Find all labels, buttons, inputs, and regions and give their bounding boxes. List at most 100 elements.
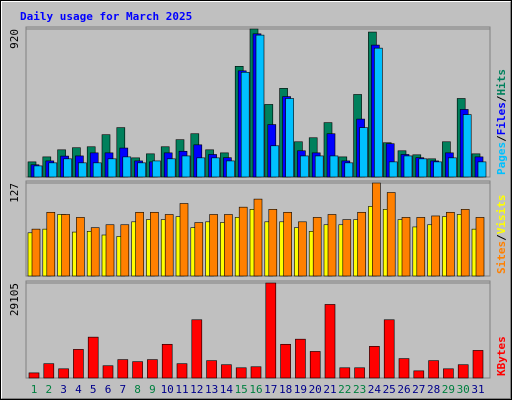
bar bbox=[285, 98, 294, 178]
bar bbox=[383, 319, 395, 379]
bar bbox=[73, 349, 84, 379]
bar bbox=[132, 361, 143, 379]
x-tick-label: 21 bbox=[323, 383, 336, 396]
bar bbox=[475, 217, 485, 277]
bar bbox=[472, 350, 484, 379]
bar bbox=[78, 162, 87, 178]
legend: KBytes bbox=[495, 336, 508, 376]
bar bbox=[43, 363, 55, 379]
bar bbox=[122, 156, 132, 178]
bar bbox=[446, 211, 455, 277]
bar bbox=[329, 155, 339, 178]
legend-entry: Sites bbox=[495, 241, 508, 274]
x-tick-label: 4 bbox=[75, 383, 82, 396]
bar bbox=[265, 282, 277, 379]
x-tick-label: 30 bbox=[457, 383, 470, 396]
bar bbox=[46, 211, 56, 277]
x-tick-label: 10 bbox=[161, 383, 174, 396]
bar bbox=[135, 211, 144, 277]
bar bbox=[166, 158, 176, 178]
bar bbox=[433, 161, 442, 178]
bar bbox=[418, 158, 428, 178]
bar bbox=[224, 214, 233, 277]
bar bbox=[270, 145, 280, 178]
bar bbox=[33, 165, 43, 178]
x-tick-label: 14 bbox=[220, 383, 234, 396]
x-tick-label: 27 bbox=[412, 383, 425, 396]
bar bbox=[181, 155, 191, 178]
bar bbox=[309, 351, 321, 379]
bar bbox=[176, 363, 188, 379]
bar bbox=[448, 157, 457, 178]
legend: Sites/Visits bbox=[495, 195, 508, 275]
bar bbox=[179, 203, 189, 277]
bar bbox=[120, 224, 130, 277]
bar bbox=[359, 127, 368, 178]
legend-separator: / bbox=[495, 95, 508, 102]
x-tick-label: 17 bbox=[264, 383, 277, 396]
x-tick-label: 31 bbox=[471, 383, 484, 396]
bar bbox=[298, 221, 307, 277]
x-tick-label: 3 bbox=[60, 383, 67, 396]
bar bbox=[339, 367, 351, 379]
x-tick-label: 19 bbox=[294, 383, 307, 396]
x-tick-label: 29 bbox=[442, 383, 455, 396]
bar bbox=[431, 215, 440, 277]
bar bbox=[58, 368, 69, 379]
bar bbox=[105, 224, 115, 277]
bar bbox=[462, 114, 472, 178]
x-tick-label: 13 bbox=[205, 383, 218, 396]
x-tick-label: 26 bbox=[397, 383, 410, 396]
bar bbox=[268, 209, 278, 277]
bar bbox=[92, 162, 102, 178]
legend: Pages/Files/Hits bbox=[495, 69, 508, 175]
x-tick-label: 5 bbox=[90, 383, 97, 396]
bar bbox=[76, 217, 85, 277]
bar bbox=[194, 222, 204, 277]
legend-separator: / bbox=[495, 234, 508, 241]
bar bbox=[388, 161, 398, 178]
bar bbox=[48, 162, 58, 178]
bar bbox=[211, 157, 220, 178]
bar bbox=[280, 343, 291, 379]
bar bbox=[90, 227, 100, 277]
x-tick-label: 15 bbox=[235, 383, 248, 396]
bar bbox=[63, 158, 72, 178]
bar bbox=[102, 365, 114, 379]
bar bbox=[235, 367, 247, 379]
bar bbox=[401, 217, 411, 277]
x-tick-label: 24 bbox=[368, 383, 382, 396]
bar bbox=[416, 217, 426, 277]
x-tick-label: 20 bbox=[309, 383, 322, 396]
bar bbox=[457, 364, 469, 379]
bar bbox=[283, 211, 292, 277]
bar bbox=[61, 214, 70, 277]
bar bbox=[240, 71, 250, 178]
x-tick-label: 16 bbox=[249, 383, 262, 396]
x-tick-label: 22 bbox=[338, 383, 351, 396]
bar bbox=[152, 160, 161, 178]
bar bbox=[413, 370, 425, 379]
legend-separator: / bbox=[495, 135, 508, 142]
plot-area bbox=[25, 280, 491, 379]
x-tick-label: 6 bbox=[105, 383, 112, 396]
bar bbox=[324, 304, 336, 379]
x-tick-label: 2 bbox=[45, 383, 52, 396]
bar bbox=[221, 364, 232, 379]
bar bbox=[196, 157, 206, 178]
bar bbox=[344, 162, 354, 178]
bar bbox=[314, 155, 324, 178]
x-tick-label: 18 bbox=[279, 383, 292, 396]
bar bbox=[107, 158, 117, 178]
bar bbox=[87, 336, 99, 379]
bar bbox=[300, 155, 309, 178]
x-tick-label: 8 bbox=[134, 383, 141, 396]
x-tick-label: 11 bbox=[175, 383, 188, 396]
bar bbox=[443, 368, 454, 379]
bar bbox=[354, 367, 365, 379]
bar bbox=[398, 358, 410, 379]
bar bbox=[253, 198, 263, 277]
legend-entry: KBytes bbox=[495, 336, 508, 376]
bar bbox=[209, 214, 218, 277]
bar bbox=[250, 366, 262, 379]
